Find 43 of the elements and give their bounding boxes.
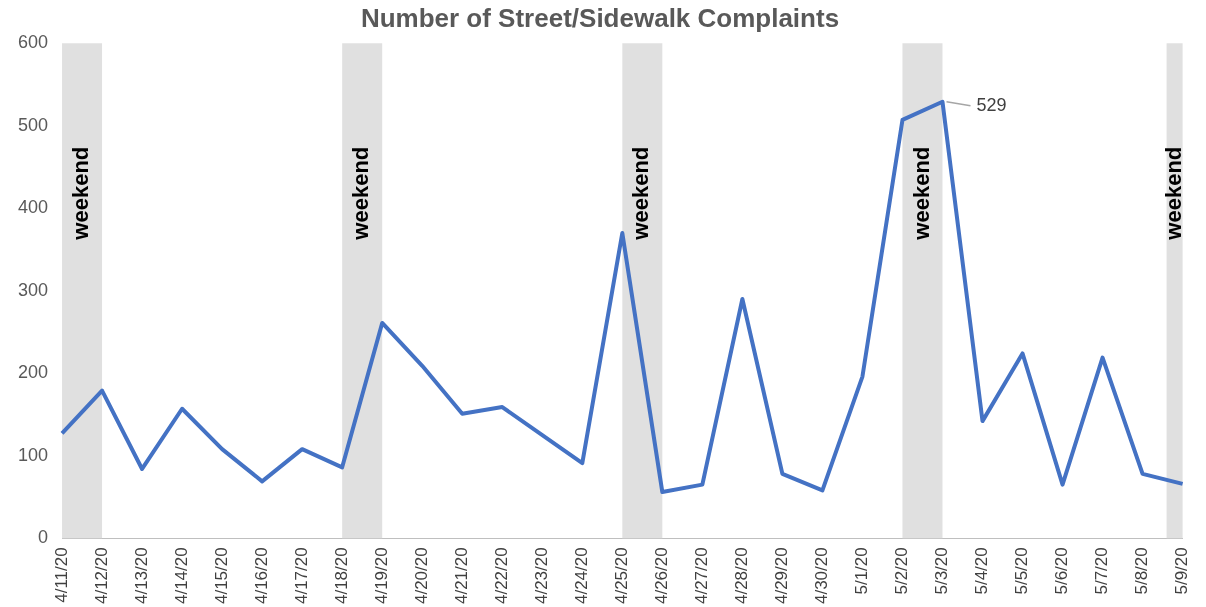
x-tick-label: 4/14/20 (171, 547, 191, 605)
x-tick-label: 4/27/20 (692, 547, 712, 605)
x-tick-label: 5/3/20 (932, 547, 952, 595)
y-tick-label: 500 (17, 114, 49, 135)
x-tick-label: 4/28/20 (732, 547, 752, 605)
x-tick-label: 4/23/20 (531, 547, 551, 605)
x-tick-label: 4/11/20 (51, 547, 71, 603)
y-tick-label: 100 (17, 444, 49, 465)
x-tick-label: 5/6/20 (1052, 547, 1072, 595)
x-tick-label: 5/2/20 (892, 547, 912, 595)
x-tick-label: 4/22/20 (491, 547, 511, 605)
x-tick-label: 4/21/20 (451, 547, 471, 605)
data-label: 529 (976, 94, 1007, 115)
y-tick-label: 300 (17, 279, 49, 300)
y-tick-label: 400 (17, 197, 49, 218)
y-tick-label: 200 (17, 362, 49, 383)
band-label: weekend (908, 146, 934, 241)
x-tick-label: 4/12/20 (91, 547, 111, 605)
y-tick-label: 600 (17, 32, 49, 53)
x-tick-label: 5/5/20 (1012, 547, 1032, 595)
x-tick-label: 5/1/20 (852, 547, 872, 595)
band-label: weekend (628, 146, 654, 241)
x-tick-label: 4/19/20 (371, 547, 391, 605)
band-label: weekend (348, 146, 374, 241)
x-tick-label: 4/13/20 (131, 547, 151, 605)
x-tick-label: 4/29/20 (772, 547, 792, 605)
x-tick-label: 4/15/20 (211, 547, 231, 605)
x-tick-label: 5/8/20 (1132, 547, 1152, 595)
x-tick-label: 4/16/20 (251, 547, 271, 605)
x-tick-label: 4/25/20 (612, 547, 631, 605)
x-tick-label: 4/30/20 (812, 547, 832, 605)
y-tick-label: 0 (38, 527, 49, 548)
x-tick-label: 4/24/20 (571, 547, 591, 605)
x-tick-label: 5/9/20 (1172, 547, 1192, 595)
x-tick-label: 5/4/20 (972, 547, 992, 595)
x-tick-label: 5/7/20 (1092, 547, 1112, 595)
x-tick-label: 4/26/20 (652, 547, 672, 605)
x-tick-label: 4/20/20 (411, 547, 431, 605)
chart-title: Number of Street/Sidewalk Complaints (360, 2, 840, 33)
x-tick-label: 4/17/20 (291, 547, 311, 605)
band-label: weekend (68, 146, 94, 241)
band-label: weekend (1160, 146, 1186, 241)
x-tick-label: 4/18/20 (331, 547, 351, 605)
